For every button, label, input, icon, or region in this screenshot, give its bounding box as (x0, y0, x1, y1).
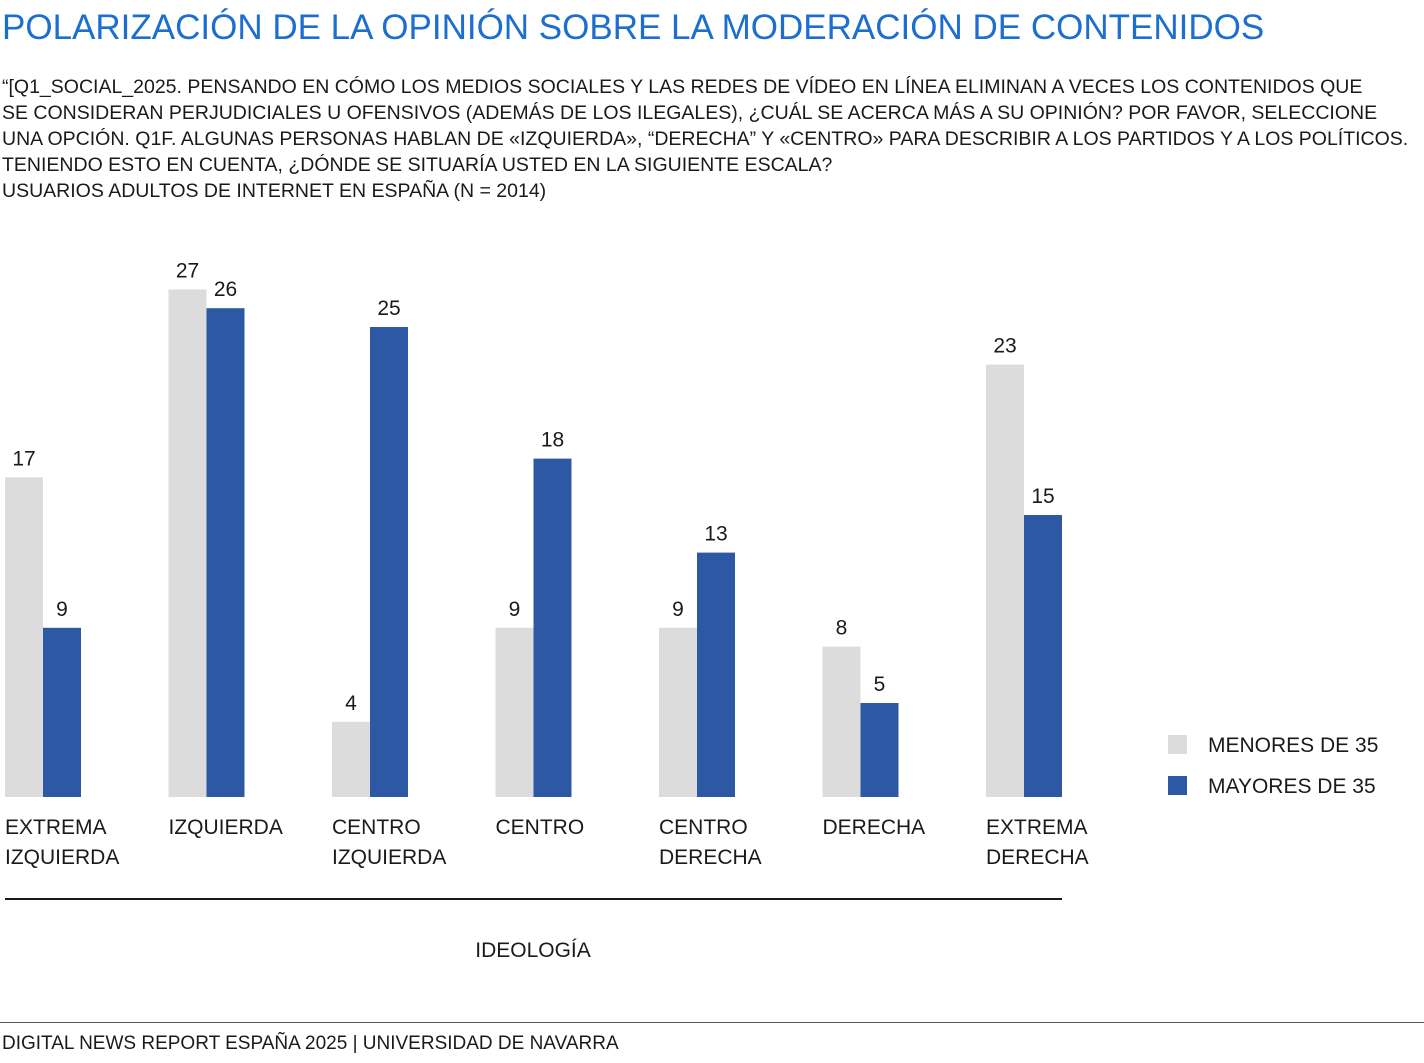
subtitle-line: TENIENDO ESTO EN CUENTA, ¿DÓNDE SE SITUA… (2, 154, 833, 176)
category-label: DERECHA (823, 816, 926, 839)
data-label: 27 (176, 259, 199, 282)
bar-mayores (697, 552, 735, 797)
category-label: DERECHA (659, 846, 762, 869)
footer-credit: DIGITAL NEWS REPORT ESPAÑA 2025 | UNIVER… (2, 1033, 619, 1054)
category-label: CENTRO (332, 816, 421, 839)
category-label: IZQUIERDA (169, 816, 283, 839)
data-label: 5 (874, 673, 886, 696)
category-label: EXTREMA (986, 816, 1088, 839)
category-label: CENTRO (496, 816, 585, 839)
subtitle-line: USUARIOS ADULTOS DE INTERNET EN ESPAÑA (… (2, 180, 547, 202)
bar-mayores (43, 627, 81, 797)
bar-menores (822, 646, 861, 797)
data-label: 25 (377, 297, 400, 320)
data-label: 9 (672, 598, 684, 621)
subtitle-line: “[Q1_SOCIAL_2025. PENSANDO EN CÓMO LOS M… (2, 76, 1363, 98)
bar-mayores (533, 458, 572, 797)
bar-menores (332, 721, 370, 797)
data-label: 26 (214, 278, 237, 301)
bar-mayores (860, 703, 899, 797)
footer-divider (0, 1022, 1424, 1023)
bar-menores (986, 364, 1024, 797)
bar-chart: 17 9 EXTREMA IZQUIERDA 27 26 IZQUIERDA 4 25 CENTR… (0, 240, 1424, 980)
bar-mayores (1024, 515, 1062, 797)
bar-chart-svg: 17 9 EXTREMA IZQUIERDA 27 26 IZQUIERDA 4 25 CENTR… (5, 259, 1378, 962)
category-label: DERECHA (986, 846, 1089, 869)
data-label: 23 (993, 335, 1016, 358)
subtitle-line: SE CONSIDERAN PERJUDICIALES U OFENSIVOS … (2, 102, 1378, 124)
data-label: 15 (1031, 485, 1054, 508)
legend-swatch (1168, 776, 1187, 795)
bar-mayores (370, 327, 408, 797)
chart-subtitle: “[Q1_SOCIAL_2025. PENSANDO EN CÓMO LOS M… (2, 74, 1408, 204)
data-label: 9 (509, 598, 521, 621)
data-label: 8 (836, 617, 848, 640)
bar-menores (495, 627, 534, 797)
legend-label: MENORES DE 35 (1208, 734, 1378, 757)
chart-title: POLARIZACIÓN DE LA OPINIÓN SOBRE LA MODE… (2, 8, 1265, 47)
bar-mayores (206, 308, 245, 797)
legend-swatch (1168, 735, 1187, 754)
data-label: 13 (704, 523, 727, 546)
data-label: 4 (345, 692, 357, 715)
data-label: 18 (541, 429, 564, 452)
data-label: 17 (12, 447, 35, 470)
category-label: IZQUIERDA (5, 846, 119, 869)
subtitle-line: UNA OPCIÓN. Q1F. ALGUNAS PERSONAS HABLAN… (2, 128, 1409, 150)
legend-label: MAYORES DE 35 (1208, 775, 1376, 798)
bar-menores (5, 477, 43, 797)
category-label: IZQUIERDA (332, 846, 446, 869)
bar-menores (659, 627, 697, 797)
category-label: EXTREMA (5, 816, 107, 839)
bar-menores (168, 289, 207, 797)
x-axis-title: IDEOLOGÍA (475, 939, 591, 962)
data-label: 9 (56, 598, 68, 621)
category-label: CENTRO (659, 816, 748, 839)
